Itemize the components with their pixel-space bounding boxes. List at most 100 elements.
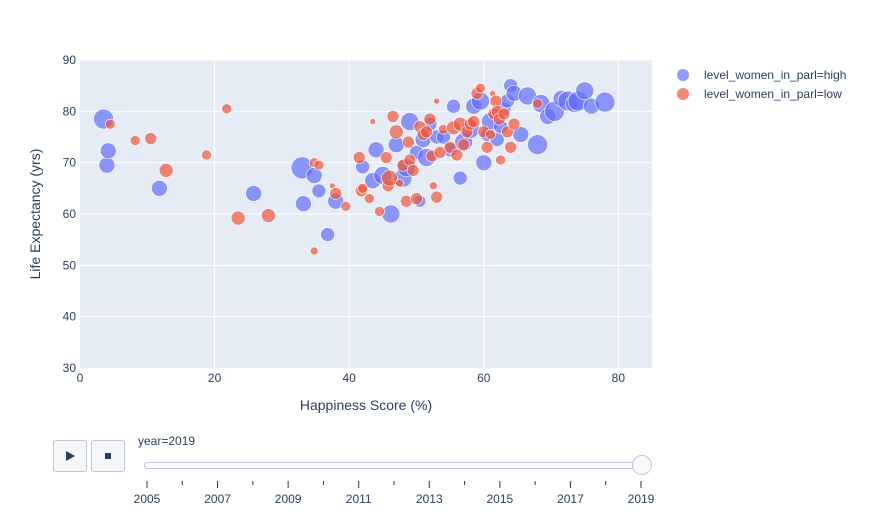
data-point — [381, 204, 401, 224]
data-point — [428, 181, 438, 191]
data-point — [386, 110, 400, 123]
data-point — [402, 135, 415, 149]
data-point — [311, 183, 327, 199]
x-tick-label: 0 — [77, 371, 84, 385]
data-point — [295, 195, 312, 213]
data-point — [480, 140, 494, 154]
y-tick-label: 80 — [63, 104, 77, 118]
data-point — [340, 201, 352, 212]
slider-current-value: year=2019 — [138, 434, 195, 448]
data-point — [144, 132, 157, 145]
data-point — [99, 142, 117, 160]
data-point — [504, 140, 517, 154]
data-point — [497, 107, 511, 121]
data-point — [433, 146, 447, 159]
series-low — [104, 82, 543, 256]
data-point — [446, 98, 461, 114]
data-point — [374, 206, 385, 217]
data-point — [410, 192, 423, 205]
data-point — [433, 97, 440, 105]
data-point — [245, 185, 262, 202]
y-axis-title: Life Expectancy (yrs) — [27, 149, 43, 280]
data-point — [261, 208, 276, 223]
legend-marker — [677, 88, 689, 100]
data-point — [313, 159, 325, 171]
data-point — [388, 124, 404, 140]
play-button[interactable] — [53, 440, 87, 472]
x-tick-labels: 0 20 40 60 80 — [77, 371, 626, 385]
data-point — [329, 187, 343, 200]
slider-ticks: 2005 2007 2009 2011 2013 2015 2017 2019 — [134, 481, 655, 506]
data-point — [485, 129, 496, 140]
data-point — [406, 164, 420, 177]
data-point — [475, 82, 486, 94]
stop-icon — [105, 453, 111, 459]
data-point — [98, 156, 116, 174]
data-point — [379, 151, 393, 164]
data-point — [221, 103, 233, 115]
legend-marker — [677, 69, 689, 81]
data-point — [369, 118, 377, 125]
data-point — [230, 210, 246, 226]
slider-label-prefix: year= — [138, 434, 169, 448]
slider-tick-label: 2015 — [487, 492, 514, 506]
slider-tick-label: 2005 — [134, 492, 161, 506]
data-point — [395, 178, 404, 188]
x-tick-label: 40 — [342, 371, 356, 385]
data-point — [357, 183, 368, 194]
stop-button[interactable] — [91, 440, 125, 472]
y-tick-label: 70 — [63, 156, 77, 170]
y-tick-label: 60 — [63, 207, 77, 221]
data-point — [352, 151, 366, 164]
y-tick-label: 40 — [63, 310, 77, 324]
data-point — [104, 118, 116, 130]
data-point — [320, 227, 335, 242]
data-point — [457, 138, 470, 151]
data-point — [575, 81, 595, 101]
data-point — [467, 115, 480, 128]
data-point — [309, 246, 319, 256]
legend-label: level_women_in_parl=high — [704, 68, 846, 82]
y-tick-label: 90 — [63, 53, 77, 67]
y-tick-labels: 30 40 50 60 70 80 90 — [63, 53, 77, 375]
legend: level_women_in_parl=high level_women_in_p… — [677, 68, 846, 101]
y-tick-label: 50 — [63, 258, 77, 272]
slider-label-year: 2019 — [168, 434, 196, 448]
data-point — [158, 163, 174, 178]
data-point — [367, 141, 385, 159]
data-point — [507, 117, 521, 131]
data-point — [594, 91, 616, 113]
x-tick-label: 20 — [208, 371, 222, 385]
year-slider-handle[interactable] — [632, 455, 652, 475]
data-point — [527, 134, 548, 155]
slider-tick-label: 2007 — [204, 492, 231, 506]
gridlines — [80, 59, 652, 368]
slider-tick-label: 2017 — [557, 492, 584, 506]
data-point — [129, 135, 141, 146]
data-point — [423, 112, 437, 126]
x-tick-label: 80 — [612, 371, 626, 385]
y-tick-label: 30 — [63, 361, 77, 375]
data-point — [450, 148, 464, 162]
data-point — [364, 193, 375, 204]
legend-label: level_women_in_parl=low — [704, 87, 842, 101]
slider-tick-label: 2011 — [346, 492, 372, 506]
data-point — [475, 154, 493, 171]
year-slider-rail[interactable] — [144, 462, 650, 469]
data-point — [430, 190, 443, 204]
data-point — [532, 98, 543, 109]
data-point — [381, 169, 398, 187]
slider-tick-label: 2009 — [275, 492, 302, 506]
slider-tick-label: 2019 — [628, 492, 655, 506]
data-point — [495, 154, 506, 166]
data-point — [201, 149, 212, 161]
data-points — [93, 78, 616, 256]
slider-tick-label: 2013 — [416, 492, 443, 506]
data-point — [420, 125, 433, 139]
data-point — [452, 170, 468, 186]
play-icon — [66, 451, 75, 461]
x-axis-title: Happiness Score (%) — [300, 397, 432, 413]
data-point — [151, 180, 168, 197]
x-tick-label: 60 — [477, 371, 491, 385]
